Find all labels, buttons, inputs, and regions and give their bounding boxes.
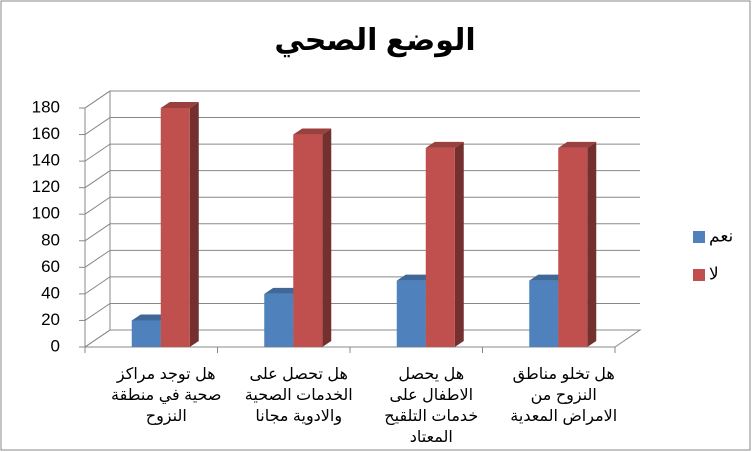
legend-label: نعم [709, 226, 733, 246]
bar-top [131, 314, 170, 321]
y-tick-label: 120 [32, 177, 60, 196]
legend-swatch [693, 269, 705, 281]
grid-line [84, 117, 640, 135]
bar-side [189, 102, 199, 347]
y-tick-label: 40 [41, 283, 60, 302]
bar [425, 147, 455, 347]
x-tick-label: هل يحصل الاطفال على خدمات التلقيح المعتا… [384, 366, 479, 446]
bar-top [529, 274, 568, 281]
bar [396, 280, 426, 347]
y-tick-label: 20 [41, 310, 60, 329]
y-tick-label: 60 [41, 257, 60, 276]
legend-label: لا [709, 264, 719, 283]
bar-top [425, 141, 464, 148]
bar-side [322, 128, 332, 347]
x-tick-label: هل توجد مراكز صحية في منطقة النزوح [111, 366, 222, 425]
bar-top [396, 274, 435, 281]
grid-line [84, 90, 640, 109]
x-tick-label: هل تحصل على الخدمات الصحية والادوية مجان… [244, 366, 353, 425]
chart-title: الوضع الصحي [274, 24, 475, 58]
bar-top [160, 102, 199, 108]
bar [558, 147, 588, 347]
bar [529, 280, 559, 347]
bar-top [264, 287, 303, 294]
y-tick-label: 180 [32, 97, 60, 116]
bar-top [558, 141, 597, 148]
bar [160, 108, 190, 347]
bar [293, 134, 323, 347]
y-tick-label: 160 [32, 124, 60, 143]
bar [131, 320, 161, 347]
y-tick-label: 80 [41, 230, 60, 249]
bar [264, 293, 294, 347]
y-tick-label: 140 [32, 151, 60, 170]
bar-side [454, 141, 464, 347]
bar-top [293, 128, 332, 135]
bar-side [587, 141, 597, 347]
y-tick-label: 100 [32, 204, 60, 223]
y-tick-label: 0 [51, 336, 60, 355]
x-tick-label: هل تخلو مناطق النزوح من الامراض المعدية [510, 366, 618, 425]
legend-swatch [693, 231, 705, 243]
